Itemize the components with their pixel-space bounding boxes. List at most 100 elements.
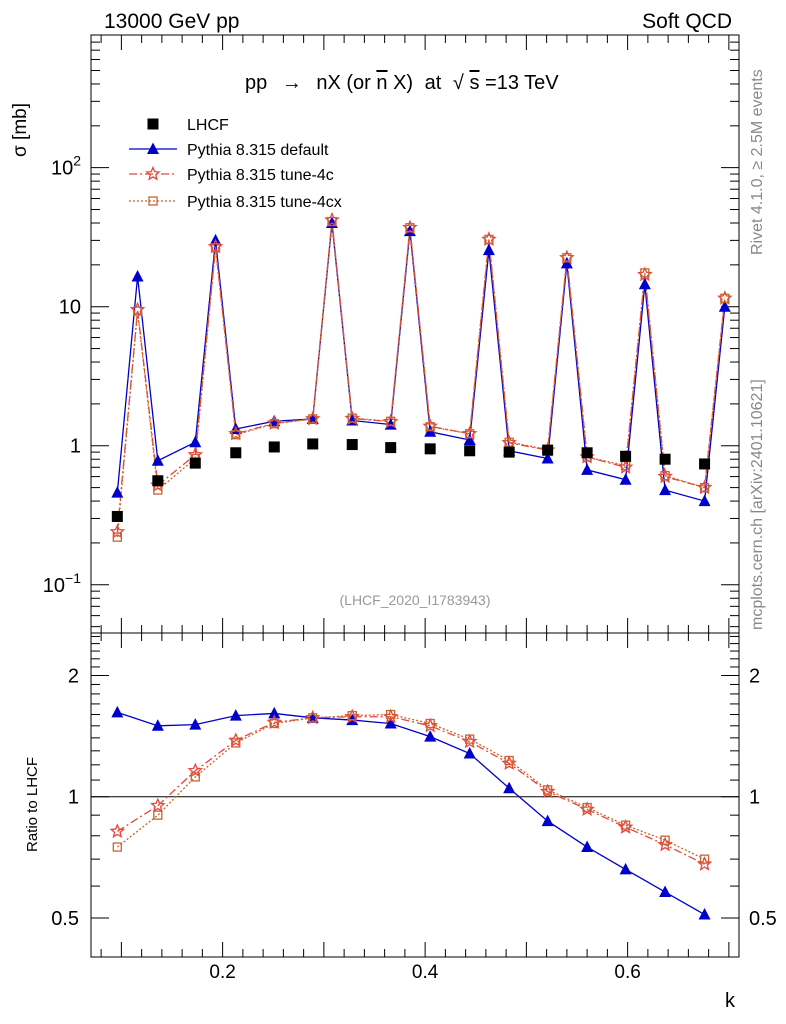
- ratio-point-tune-4c: [304, 709, 321, 725]
- ratio-point-tune-4c: [579, 801, 595, 817]
- ratio-point-tune-4c: [617, 819, 634, 834]
- main-point-tune-4cx: [405, 223, 415, 233]
- main-line-default: [116, 222, 726, 502]
- ratio-point-default: [659, 885, 672, 898]
- main-point-tune-4cx: [386, 416, 396, 426]
- legend-label: Pythia 8.315 default: [187, 142, 329, 159]
- main-point-tune-4c: [481, 231, 497, 246]
- ratio-point-tune-4cx: [190, 772, 200, 782]
- ratio-point-default: [424, 730, 437, 742]
- ratio-point-default: [503, 781, 516, 794]
- title-arrow: →: [282, 72, 302, 94]
- ratio-point-default: [189, 718, 202, 730]
- ratio-point-default: [698, 908, 711, 920]
- main-y-tick-label: 102: [51, 153, 81, 180]
- main-point-lhcf: [699, 458, 711, 470]
- title-energy: =13 TeV: [485, 72, 559, 94]
- title-after: X): [393, 72, 413, 94]
- main-point-tune-4cx: [562, 253, 572, 263]
- ratio-point-tune-4c: [266, 714, 283, 729]
- main-point-default: [131, 269, 144, 282]
- ratio-point-tune-4cx: [347, 710, 357, 721]
- ratio-point-tune-4cx: [465, 734, 475, 744]
- main-point-tune-4cx: [660, 470, 670, 481]
- main-point-tune-4cx: [640, 268, 650, 278]
- ratio-point-tune-4c: [187, 762, 204, 778]
- x-tick-labels: 0.2 0.4 0.6: [209, 962, 640, 983]
- title-sqrt-symbol: √: [453, 72, 464, 94]
- ratio-point-tune-4c: [501, 755, 517, 771]
- main-point-lhcf: [111, 510, 123, 522]
- main-point-tune-4cx: [112, 532, 122, 542]
- main-point-tune-4cx: [269, 419, 279, 429]
- ratio-point-default: [541, 814, 554, 827]
- main-chart-title: pp → nX (or n X) at √ s =13 TeV: [245, 72, 559, 94]
- main-point-lhcf: [268, 441, 280, 453]
- ratio-point-tune-4c: [657, 836, 673, 852]
- main-series-group: [109, 211, 733, 542]
- main-point-default: [581, 463, 594, 475]
- side-site-label: mcplots.cern.ch [arXiv:2401.10621]: [749, 379, 766, 630]
- main-point-tune-4c: [382, 413, 399, 429]
- title-pp: pp: [245, 72, 267, 94]
- title-nbar: n: [376, 72, 387, 94]
- ratio-point-tune-4cx: [504, 755, 514, 766]
- ratio-point-default: [229, 709, 242, 721]
- main-line-tune-4cx: [116, 221, 726, 538]
- legend-marker: [148, 196, 158, 206]
- main-point-default: [560, 256, 573, 269]
- side-rivet-label: Rivet 4.1.0, ≥ 2.5M events: [749, 69, 766, 255]
- main-point-default: [659, 483, 672, 496]
- ratio-point-tune-4cx: [620, 820, 631, 830]
- ratio-point-tune-4c: [228, 732, 244, 748]
- ratio-point-tune-4cx: [542, 785, 553, 795]
- ratio-point-tune-4cx: [231, 738, 241, 748]
- main-line-tune-4c: [116, 219, 726, 532]
- main-point-default: [111, 486, 124, 498]
- main-point-tune-4c: [109, 523, 126, 539]
- header-right: Soft QCD: [642, 10, 732, 33]
- main-point-tune-4cx: [720, 293, 730, 303]
- main-point-default: [619, 473, 632, 485]
- ratio-axis-ticks: [91, 633, 739, 958]
- main-point-default: [638, 277, 651, 290]
- ratio-y-tick-label-left: 2: [68, 665, 79, 687]
- main-point-lhcf: [464, 445, 476, 457]
- main-point-tune-4c: [402, 219, 418, 235]
- main-point-tune-4c: [461, 425, 478, 441]
- ratio-y-tick-labels: 0.5 0.5 1 1 2 2: [51, 665, 777, 929]
- main-point-lhcf: [385, 442, 397, 454]
- main-point-default: [151, 454, 164, 466]
- ratio-point-tune-4c: [382, 708, 399, 724]
- header-left: 13000 GeV pp: [104, 10, 239, 33]
- main-point-tune-4c: [266, 415, 283, 430]
- ratio-point-default: [384, 716, 397, 729]
- main-point-default: [463, 433, 476, 445]
- ratio-point-tune-4cx: [112, 842, 122, 852]
- ratio-point-tune-4cx: [308, 713, 318, 723]
- main-point-lhcf: [230, 447, 242, 459]
- ratio-y-axis-label: Ratio to LHCF: [24, 757, 41, 852]
- main-point-tune-4cx: [699, 482, 710, 493]
- ratio-y-tick-label-right: 1: [749, 787, 760, 809]
- ratio-point-default: [268, 706, 281, 719]
- legend-marker: [147, 142, 159, 154]
- main-point-tune-4c: [344, 410, 361, 426]
- main-point-lhcf: [424, 443, 436, 455]
- legend-marker: [145, 165, 161, 181]
- ratio-y-tick-label-right: 0.5: [749, 908, 777, 930]
- main-plot-panel: 10−1 1 10 102 σ [mb] pp → nX (or n X) at √ …: [10, 34, 740, 634]
- main-point-tune-4cx: [308, 414, 318, 424]
- legend-label: Pythia 8.315 tune-4cx: [187, 194, 342, 211]
- legend: LHCF Pythia 8.315 default Pythia 8.315 tun…: [129, 117, 342, 211]
- ratio-line-tune-4cx: [116, 713, 705, 860]
- main-point-tune-4cx: [327, 216, 337, 227]
- ratio-point-tune-4cx: [660, 835, 670, 845]
- x-axis-label: k: [725, 990, 736, 1012]
- ratio-point-default: [151, 719, 164, 731]
- ratio-y-tick-label-left: 1: [68, 787, 79, 809]
- main-point-tune-4cx: [504, 437, 514, 447]
- x-tick-label: 0.6: [614, 962, 640, 983]
- main-point-tune-4c: [304, 410, 321, 426]
- main-point-lhcf: [581, 447, 593, 459]
